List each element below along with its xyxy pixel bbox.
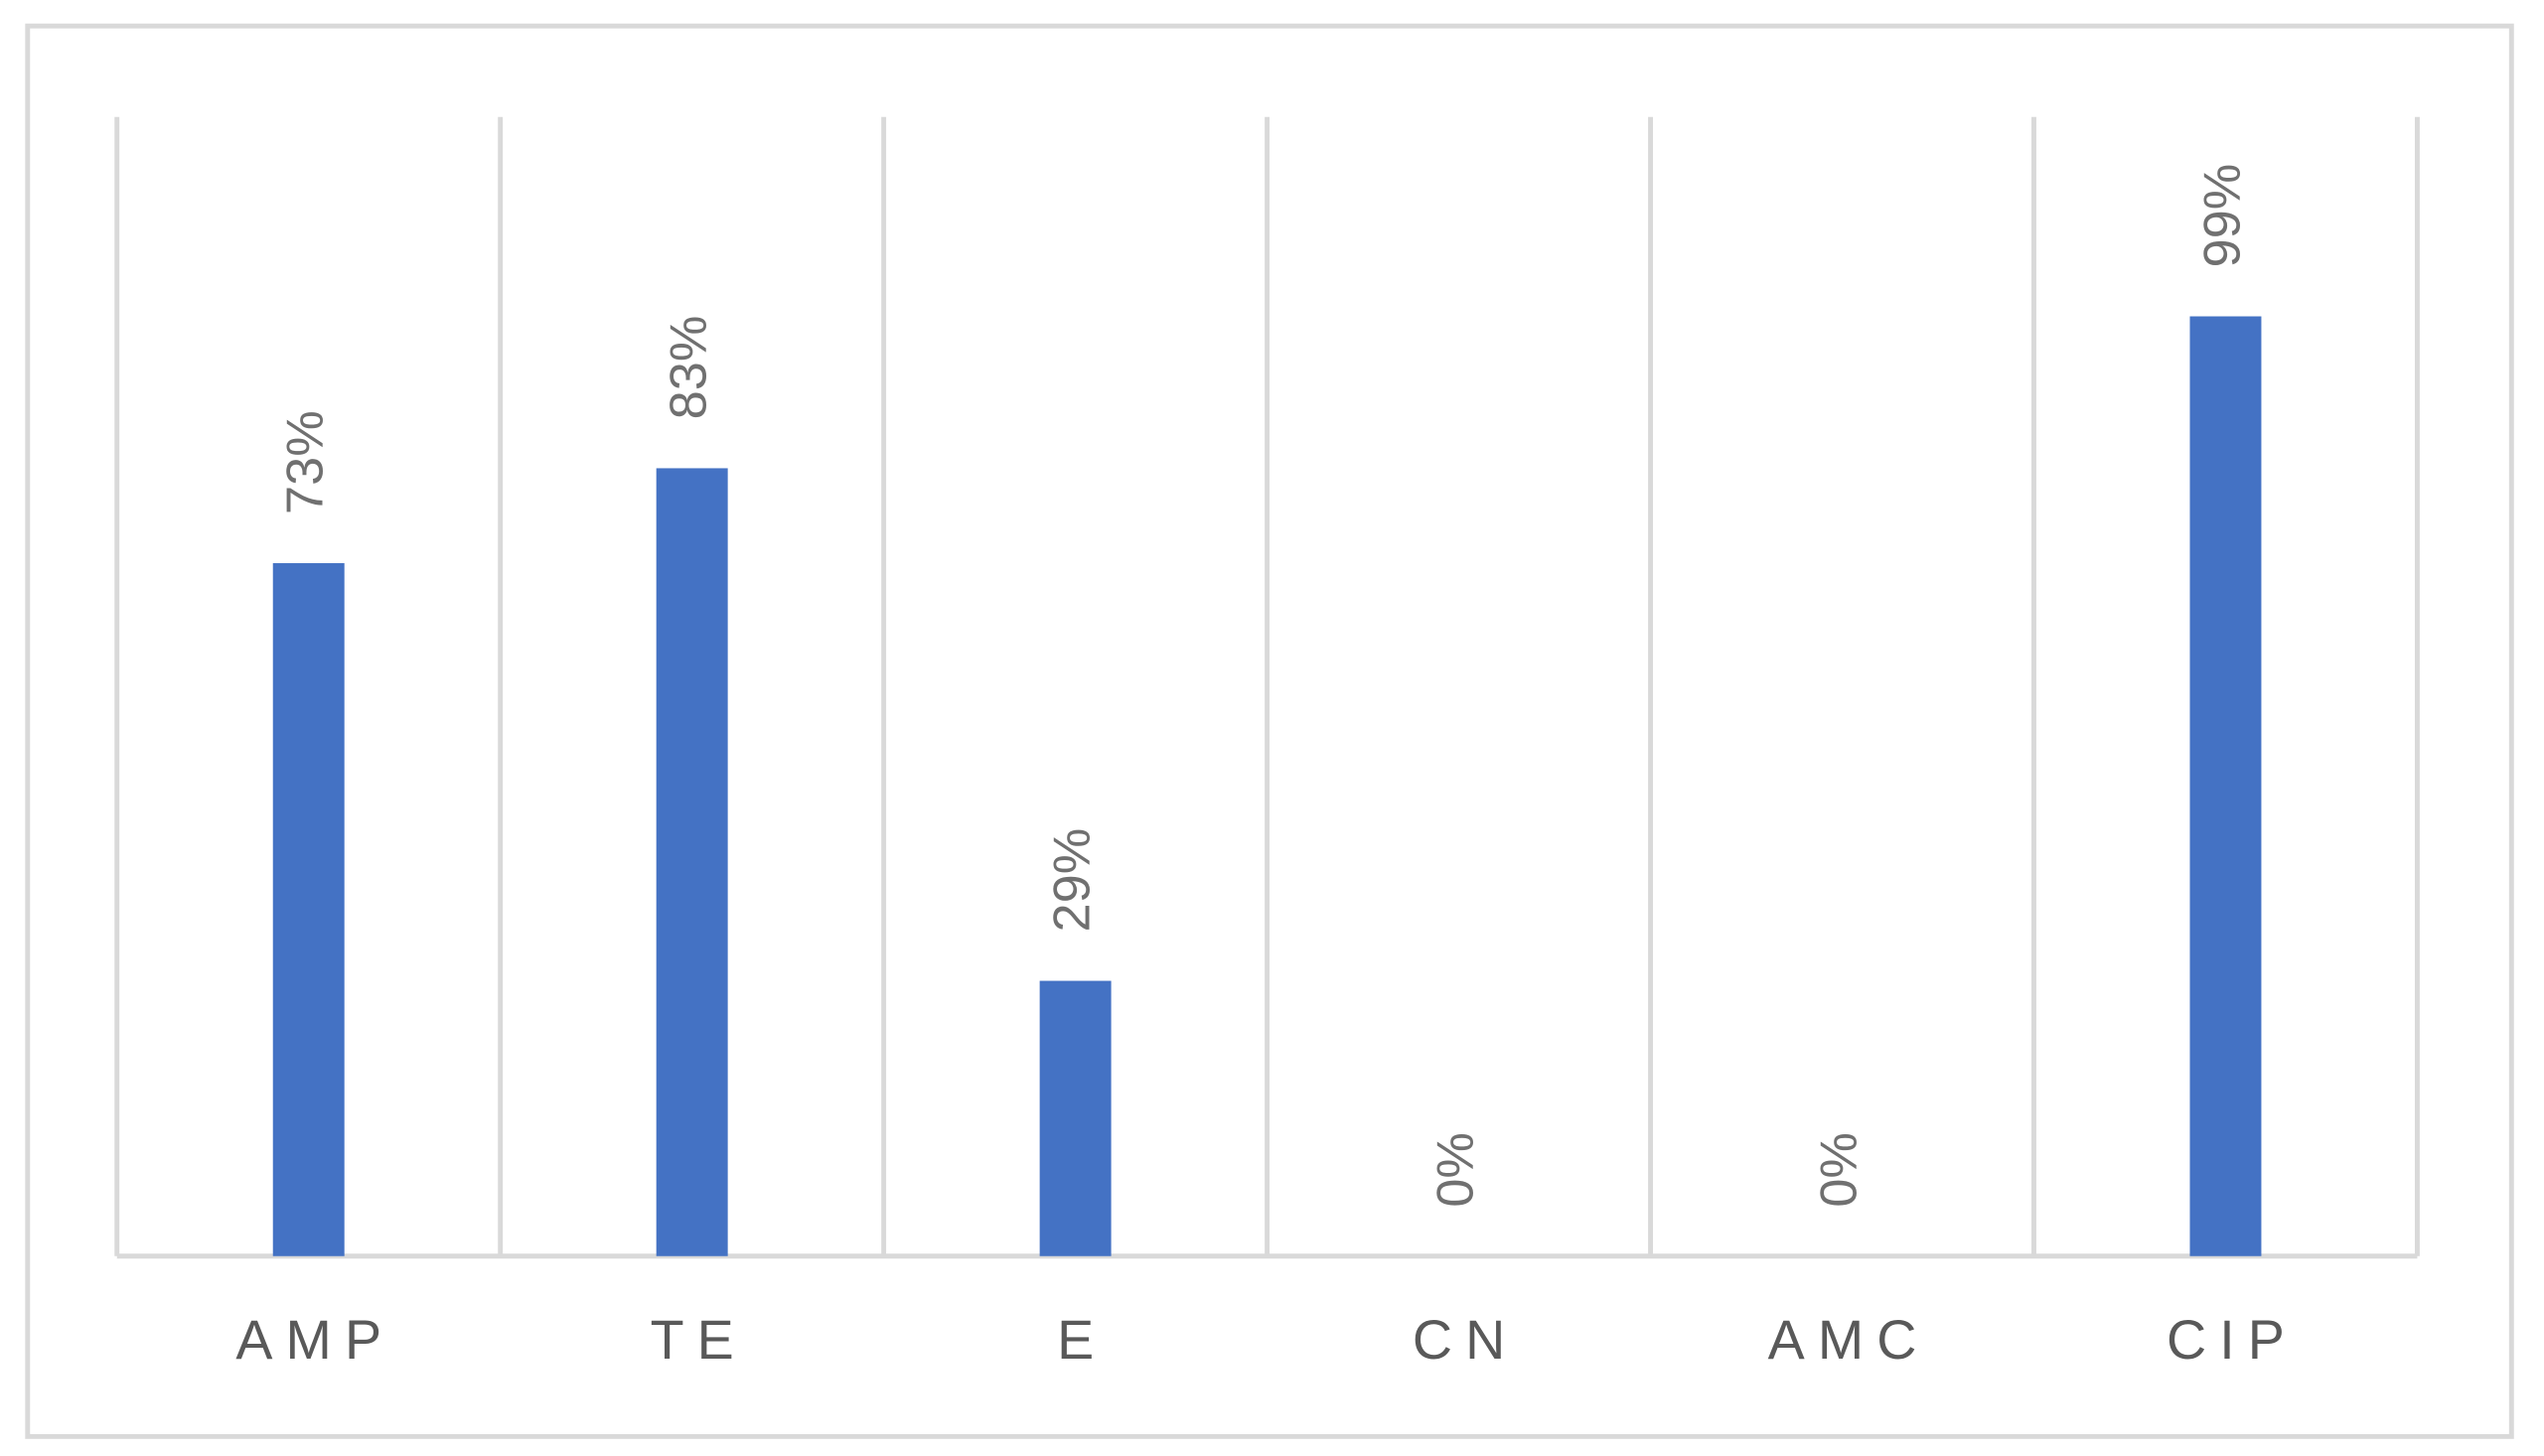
x-tick-label: TE [651,1309,747,1371]
value-label: 29% [1043,828,1101,933]
x-tick-label: CN [1413,1309,1518,1371]
bar [1039,980,1112,1256]
x-tick-label: E [1057,1309,1107,1371]
x-tick-label: AMC [1768,1309,1930,1371]
bar [656,468,728,1256]
value-label: 73% [277,410,335,514]
x-tick-label: CIP [2167,1309,2298,1371]
x-tick-label: AMP [235,1309,394,1371]
bar [272,563,345,1256]
value-label: 0% [1426,1132,1484,1208]
value-label: 83% [661,316,718,420]
value-label: 99% [2193,164,2251,268]
value-label: 0% [1810,1132,1868,1208]
bar [2189,316,2262,1256]
